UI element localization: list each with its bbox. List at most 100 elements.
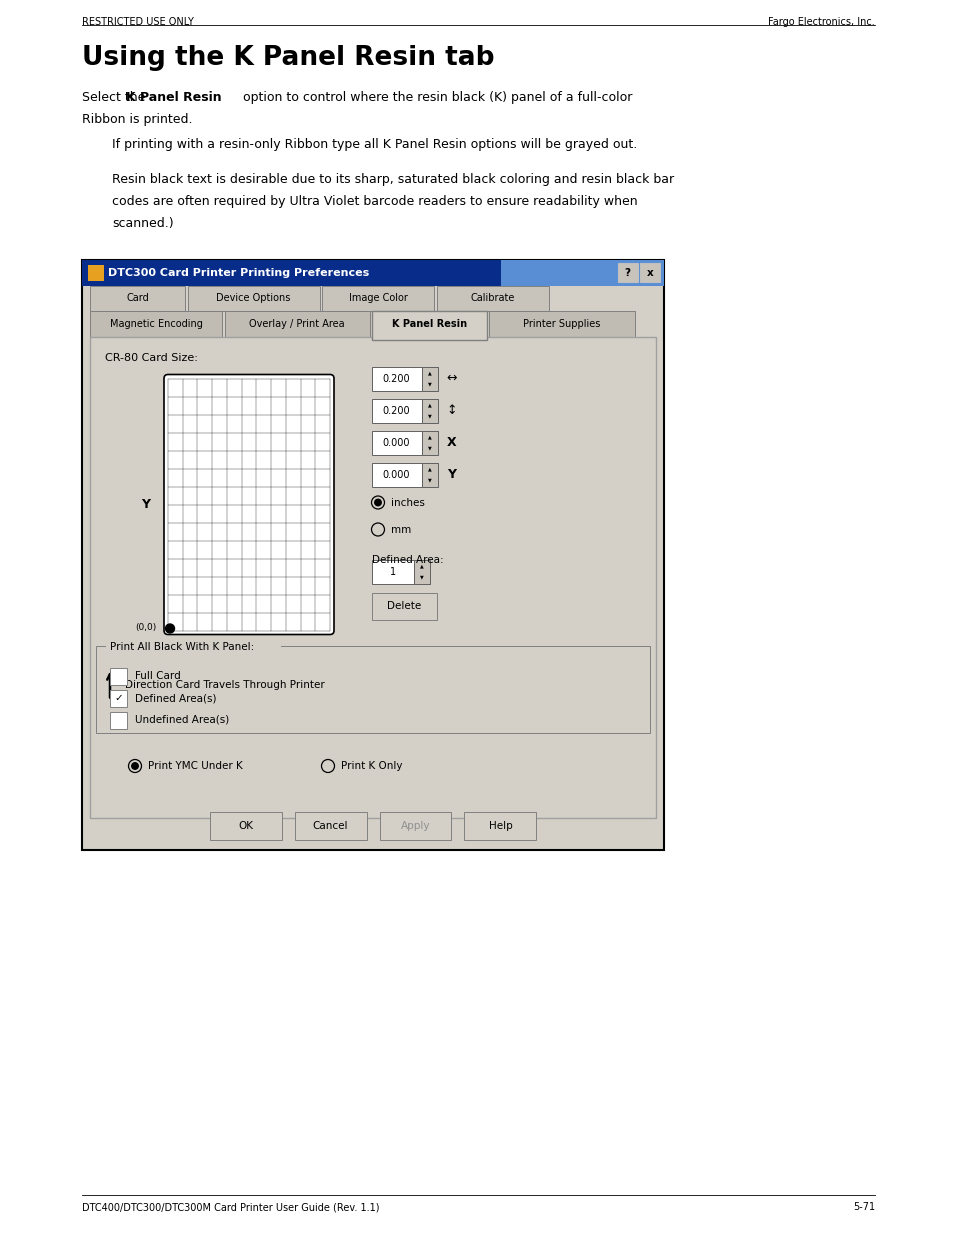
FancyBboxPatch shape xyxy=(421,367,437,390)
Text: Apply: Apply xyxy=(400,821,430,831)
Text: X: X xyxy=(244,641,253,655)
Text: ↔: ↔ xyxy=(446,372,456,385)
FancyBboxPatch shape xyxy=(489,311,634,336)
FancyBboxPatch shape xyxy=(372,367,421,390)
FancyBboxPatch shape xyxy=(414,559,430,583)
Text: ▼: ▼ xyxy=(428,382,432,387)
FancyBboxPatch shape xyxy=(294,811,366,840)
Text: Y: Y xyxy=(141,498,151,511)
FancyBboxPatch shape xyxy=(88,266,103,280)
Text: Select the: Select the xyxy=(82,91,150,104)
Text: Ribbon is printed.: Ribbon is printed. xyxy=(82,112,193,126)
FancyBboxPatch shape xyxy=(90,311,222,336)
Text: ↕: ↕ xyxy=(446,404,456,417)
FancyBboxPatch shape xyxy=(110,689,127,706)
Text: ▲: ▲ xyxy=(428,403,432,408)
Text: 0.000: 0.000 xyxy=(382,437,410,447)
Circle shape xyxy=(132,763,138,769)
Text: Y: Y xyxy=(447,468,456,480)
Text: If printing with a resin-only Ribbon type all K Panel Resin options will be gray: If printing with a resin-only Ribbon typ… xyxy=(112,138,637,151)
FancyBboxPatch shape xyxy=(372,431,421,454)
FancyBboxPatch shape xyxy=(164,374,334,635)
Text: mm: mm xyxy=(391,525,411,535)
Text: ▼: ▼ xyxy=(428,477,432,483)
Text: Card: Card xyxy=(126,293,149,304)
FancyBboxPatch shape xyxy=(500,261,663,285)
Text: ✓: ✓ xyxy=(114,693,123,703)
Text: ▲: ▲ xyxy=(428,467,432,472)
Text: K Panel Resin: K Panel Resin xyxy=(392,319,467,329)
Text: inches: inches xyxy=(391,498,424,508)
Text: ▼: ▼ xyxy=(419,574,423,579)
Text: ▲: ▲ xyxy=(428,435,432,440)
Text: DTC300 Card Printer Printing Preferences: DTC300 Card Printer Printing Preferences xyxy=(108,268,369,278)
FancyBboxPatch shape xyxy=(372,311,486,340)
FancyBboxPatch shape xyxy=(110,667,127,684)
Text: Image Color: Image Color xyxy=(348,293,407,304)
Text: ?: ? xyxy=(624,268,630,278)
Text: 5-71: 5-71 xyxy=(852,1202,874,1212)
Text: 0.200: 0.200 xyxy=(382,405,410,415)
Text: Full Card: Full Card xyxy=(135,671,180,680)
FancyBboxPatch shape xyxy=(372,462,421,487)
FancyBboxPatch shape xyxy=(90,336,656,818)
Text: CR-80 Card Size:: CR-80 Card Size: xyxy=(105,352,197,363)
Text: DTC400/DTC300/DTC300M Card Printer User Guide (Rev. 1.1): DTC400/DTC300/DTC300M Card Printer User … xyxy=(82,1202,379,1212)
FancyBboxPatch shape xyxy=(464,811,536,840)
Text: Resin black text is desirable due to its sharp, saturated black coloring and res: Resin black text is desirable due to its… xyxy=(112,173,674,186)
FancyBboxPatch shape xyxy=(372,399,421,422)
FancyBboxPatch shape xyxy=(322,285,434,311)
FancyBboxPatch shape xyxy=(188,285,319,311)
Text: ▼: ▼ xyxy=(428,414,432,419)
FancyBboxPatch shape xyxy=(110,711,127,729)
Text: (0,0): (0,0) xyxy=(134,622,156,632)
Text: scanned.): scanned.) xyxy=(112,217,173,230)
Text: Direction Card Travels Through Printer: Direction Card Travels Through Printer xyxy=(125,679,324,689)
Text: Fargo Electronics, Inc.: Fargo Electronics, Inc. xyxy=(767,17,874,27)
FancyBboxPatch shape xyxy=(82,261,663,850)
Text: x: x xyxy=(646,268,653,278)
Text: Print K Only: Print K Only xyxy=(340,761,402,771)
Text: 0.200: 0.200 xyxy=(382,373,410,384)
Text: Defined Area:: Defined Area: xyxy=(372,555,443,564)
Text: option to control where the resin black (K) panel of a full-color: option to control where the resin black … xyxy=(239,91,632,104)
Text: Print YMC Under K: Print YMC Under K xyxy=(148,761,242,771)
FancyBboxPatch shape xyxy=(421,462,437,487)
Circle shape xyxy=(375,499,381,506)
FancyBboxPatch shape xyxy=(421,399,437,422)
Circle shape xyxy=(165,624,174,634)
FancyBboxPatch shape xyxy=(372,559,414,583)
Text: Device Options: Device Options xyxy=(216,293,291,304)
Text: ▼: ▼ xyxy=(428,446,432,451)
Text: ▲: ▲ xyxy=(419,563,423,569)
Text: 1: 1 xyxy=(390,567,395,577)
FancyBboxPatch shape xyxy=(421,431,437,454)
FancyBboxPatch shape xyxy=(436,285,548,311)
FancyBboxPatch shape xyxy=(372,593,436,620)
Text: Printer Supplies: Printer Supplies xyxy=(523,319,600,329)
Text: K Panel Resin: K Panel Resin xyxy=(126,91,221,104)
Text: Defined Area(s): Defined Area(s) xyxy=(135,693,216,703)
FancyBboxPatch shape xyxy=(90,285,185,311)
Text: Cancel: Cancel xyxy=(313,821,348,831)
FancyBboxPatch shape xyxy=(96,646,649,734)
Text: ▲: ▲ xyxy=(428,370,432,375)
Text: Delete: Delete xyxy=(387,601,421,611)
FancyBboxPatch shape xyxy=(106,637,281,657)
FancyBboxPatch shape xyxy=(224,311,369,336)
Text: X: X xyxy=(447,436,456,450)
FancyBboxPatch shape xyxy=(82,261,500,285)
Text: Overlay / Print Area: Overlay / Print Area xyxy=(249,319,344,329)
Text: Print All Black With K Panel:: Print All Black With K Panel: xyxy=(110,642,254,652)
Text: OK: OK xyxy=(237,821,253,831)
Text: Magnetic Encoding: Magnetic Encoding xyxy=(110,319,202,329)
FancyBboxPatch shape xyxy=(639,263,659,283)
Text: Calibrate: Calibrate xyxy=(470,293,515,304)
FancyBboxPatch shape xyxy=(210,811,281,840)
Text: Using the K Panel Resin tab: Using the K Panel Resin tab xyxy=(82,44,494,70)
Text: Help: Help xyxy=(488,821,512,831)
Text: codes are often required by Ultra Violet barcode readers to ensure readability w: codes are often required by Ultra Violet… xyxy=(112,195,637,207)
FancyBboxPatch shape xyxy=(379,811,451,840)
FancyBboxPatch shape xyxy=(618,263,637,283)
Text: RESTRICTED USE ONLY: RESTRICTED USE ONLY xyxy=(82,17,193,27)
